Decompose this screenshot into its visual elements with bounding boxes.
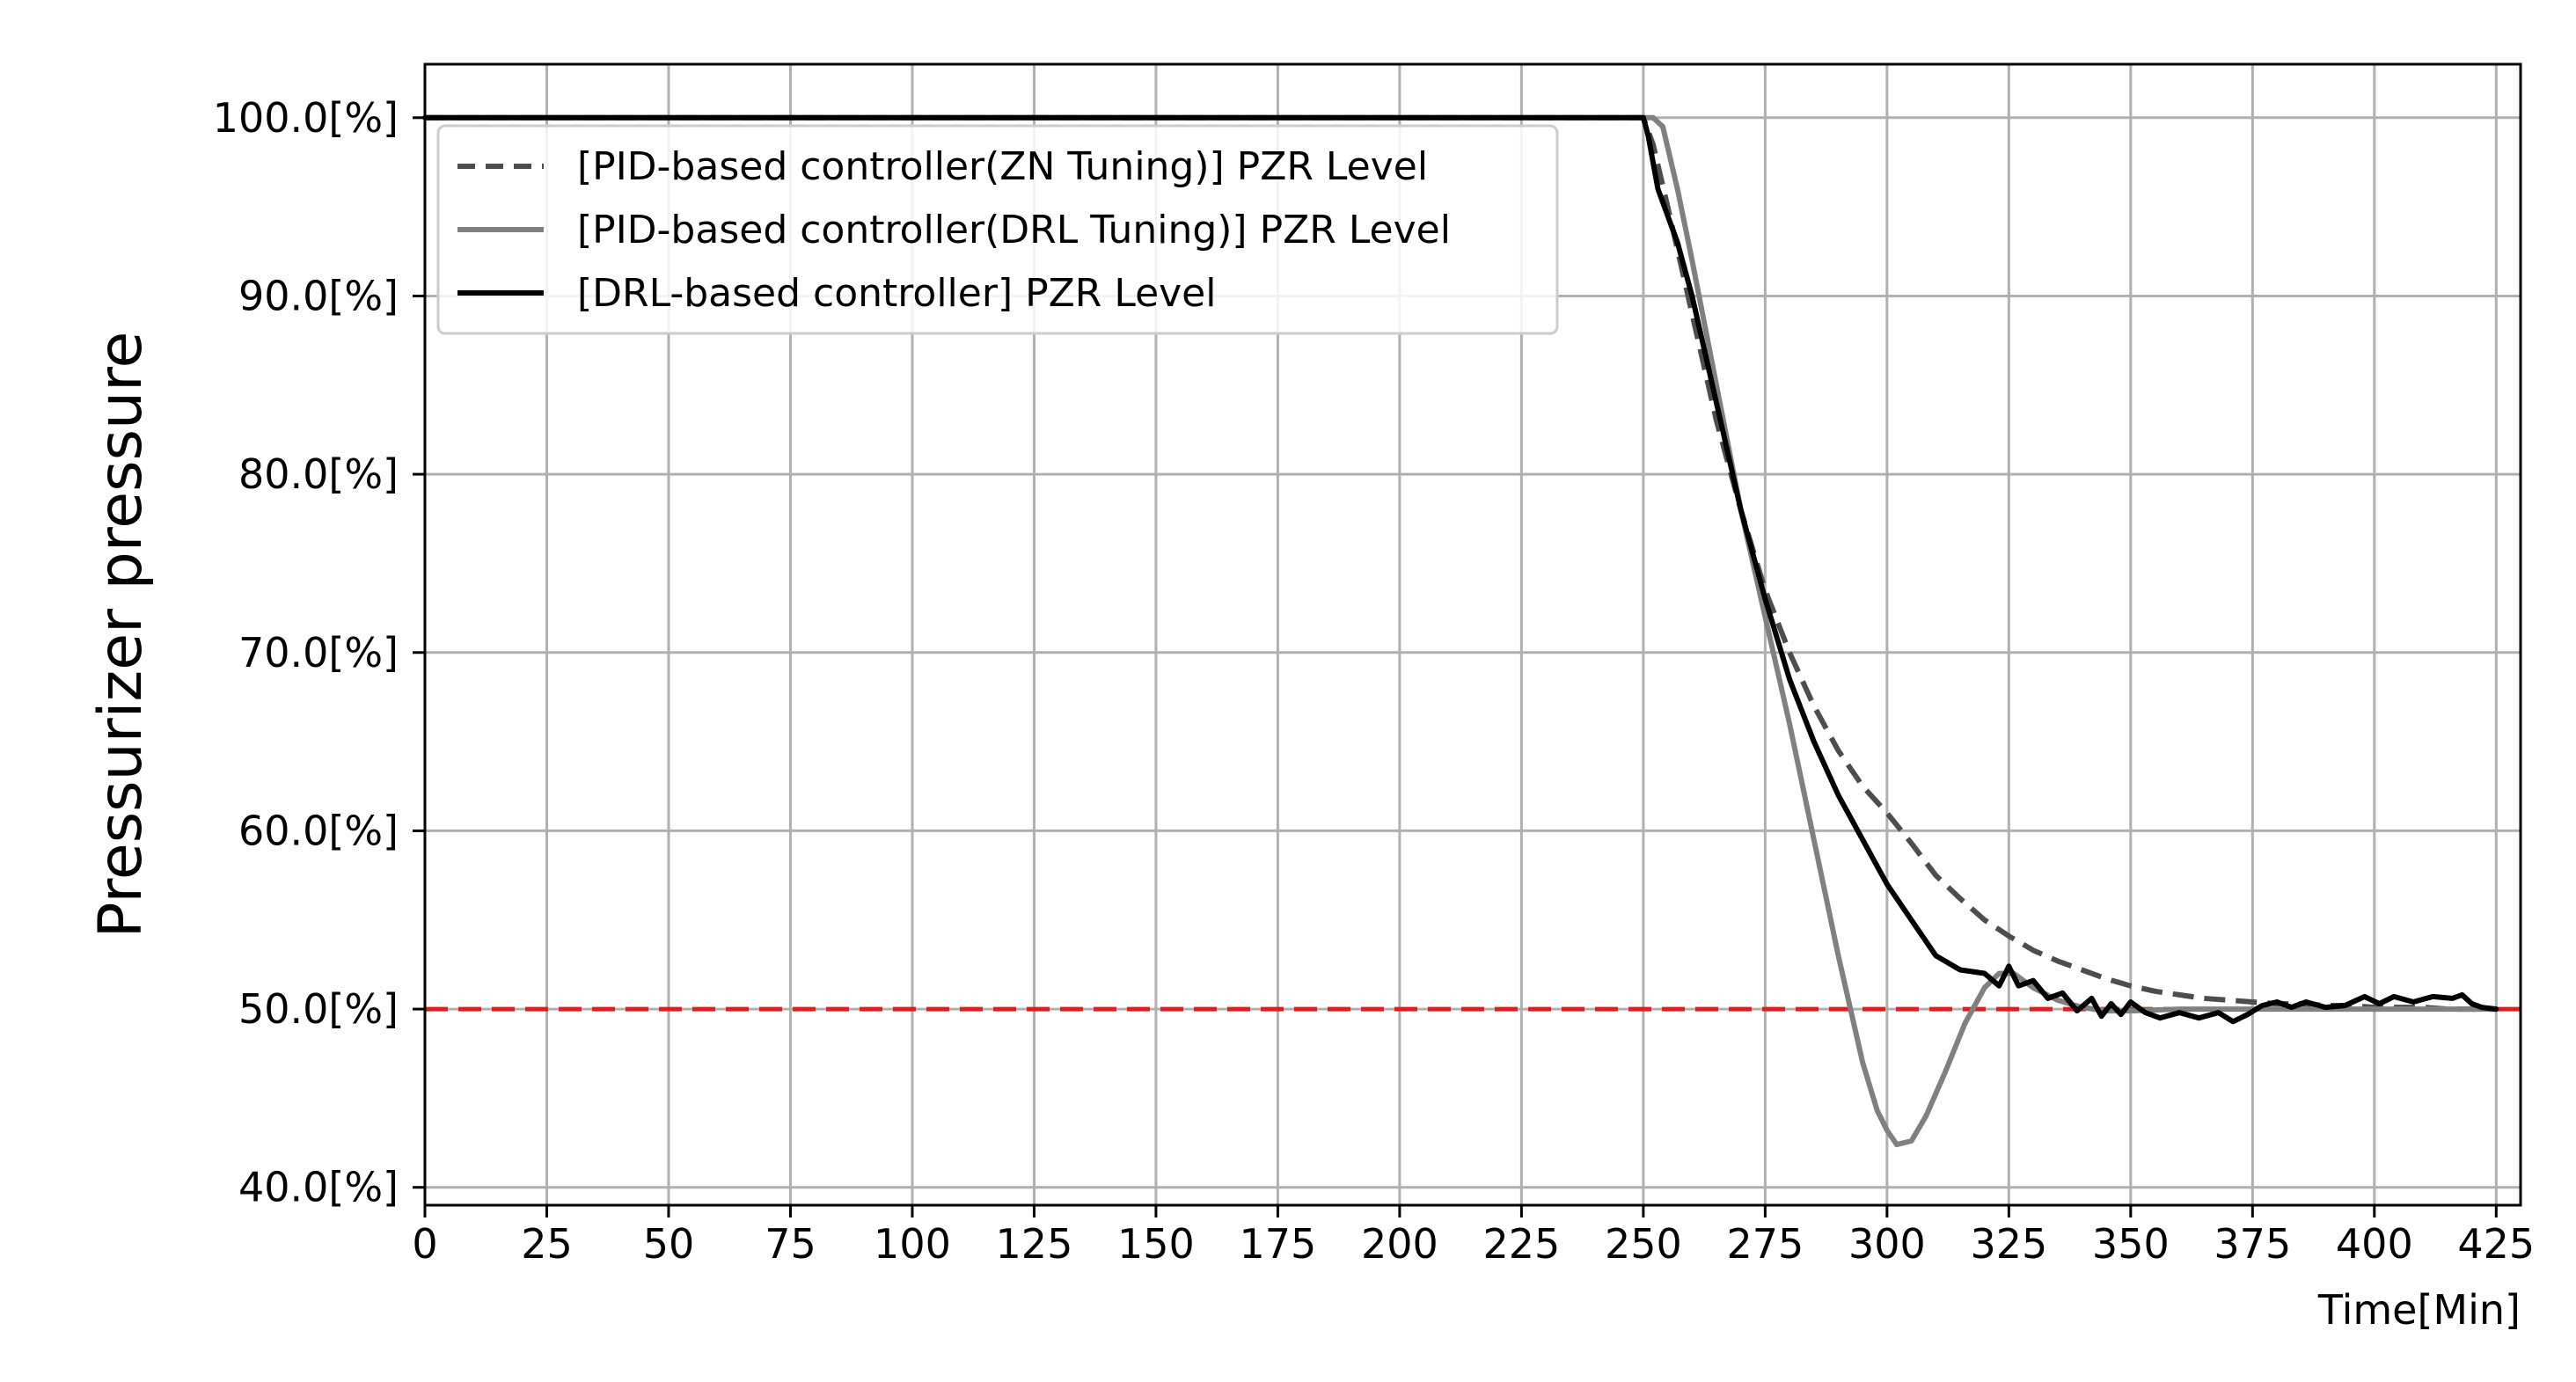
y-tick-label: 50.0[%] [238,985,399,1033]
x-tick-label: 225 [1482,1220,1560,1268]
x-tick-label: 300 [1848,1220,1926,1268]
y-axis-ticks: 40.0[%] 50.0[%] 60.0[%] 70.0[%] 80.0[%] 90.0[… [213,94,425,1211]
x-tick-label: 350 [2092,1220,2170,1268]
x-tick-label: 250 [1605,1220,1682,1268]
x-tick-label: 200 [1361,1220,1438,1268]
x-tick-label: 50 [643,1220,695,1268]
x-tick-label: 375 [2214,1220,2291,1268]
x-tick-label: 25 [521,1220,573,1268]
y-axis-title: Pressurizer pressure [86,332,156,939]
y-tick-label: 80.0[%] [238,450,399,498]
legend-label-2: [PID-based controller(DRL Tuning)] PZR L… [577,208,1451,252]
series-group [422,114,2499,1148]
y-tick-label: 60.0[%] [238,807,399,854]
y-tick-label: 90.0[%] [238,272,399,319]
x-axis-title: Time[Min] [2317,1286,2521,1334]
legend-label-1: [PID-based controller(ZN Tuning)] PZR Le… [577,144,1428,189]
x-tick-label: 325 [1970,1220,2047,1268]
legend-box [436,124,1559,335]
x-axis-ticks: 0 25 50 75 100 125 150 175 200 225 250 275 300 325 350… [412,1205,2535,1268]
x-tick-label: 400 [2336,1220,2413,1268]
x-tick-label: 175 [1240,1220,1317,1268]
x-tick-label: 125 [996,1220,1073,1268]
legend-label-3: [DRL-based controller] PZR Level [577,271,1216,316]
x-tick-label: 75 [765,1220,816,1268]
legend: [PID-based controller(ZN Tuning)] PZR Le… [436,124,1559,335]
x-tick-label: 100 [874,1220,951,1268]
plot-frame [423,62,2522,1207]
y-tick-label: 70.0[%] [238,629,399,676]
x-tick-label: 0 [412,1220,437,1268]
y-tick-label: 40.0[%] [238,1164,399,1211]
x-tick-label: 275 [1726,1220,1804,1268]
x-tick-label: 150 [1117,1220,1195,1268]
y-tick-label: 100.0[%] [213,94,399,142]
series-line-3 [422,114,2499,1025]
x-tick-label: 425 [2457,1220,2535,1268]
